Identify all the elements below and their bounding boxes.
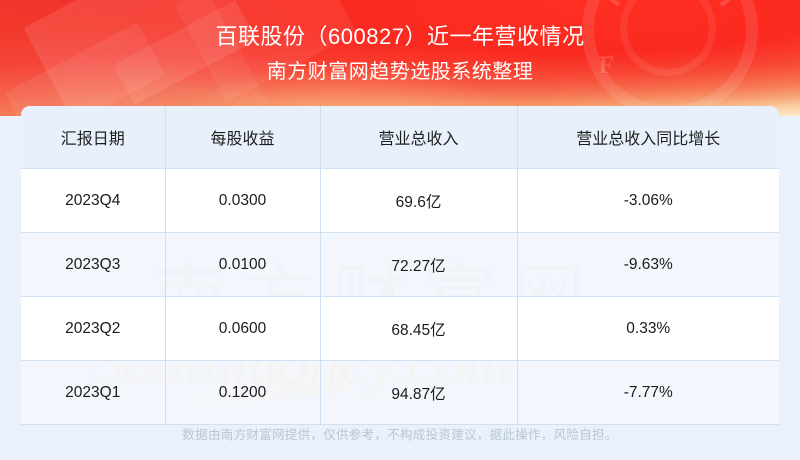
cell-growth: -9.63% xyxy=(517,232,779,297)
cell-growth: -7.77% xyxy=(517,360,779,425)
table-body: 2023Q4 0.0300 69.6亿 -3.06% 2023Q3 0.0100… xyxy=(21,168,779,425)
cell-revenue: 69.6亿 xyxy=(320,168,518,233)
cell-revenue: 94.87亿 xyxy=(320,360,518,425)
table-header-row: 汇报日期 每股收益 营业总收入 营业总收入同比增长 xyxy=(21,106,779,169)
column-header-date: 汇报日期 xyxy=(21,106,166,169)
table-header: 汇报日期 每股收益 营业总收入 营业总收入同比增长 xyxy=(21,106,779,169)
data-table-card: 汇报日期 每股收益 营业总收入 营业总收入同比增长 2023Q4 0.0300 … xyxy=(21,106,779,425)
cell-growth: -3.06% xyxy=(517,168,779,233)
table-row: 2023Q3 0.0100 72.27亿 -9.63% xyxy=(21,232,779,297)
cell-date: 2023Q3 xyxy=(21,232,166,297)
table-row: 2023Q1 0.1200 94.87亿 -7.77% xyxy=(21,360,779,425)
financial-data-table: 汇报日期 每股收益 营业总收入 营业总收入同比增长 2023Q4 0.0300 … xyxy=(21,106,779,425)
cell-eps: 0.0300 xyxy=(165,168,321,233)
cell-eps: 0.0100 xyxy=(165,232,321,297)
cell-date: 2023Q4 xyxy=(21,168,166,233)
disclaimer-text: 数据由南方财富网提供，仅供参考，不构成投资建议，据此操作，风险自担。 xyxy=(182,428,618,442)
cell-growth: 0.33% xyxy=(517,296,779,361)
column-header-revenue: 营业总收入 xyxy=(320,106,518,169)
table-row: 2023Q4 0.0300 69.6亿 -3.06% xyxy=(21,168,779,233)
title-block: 百联股份（600827）近一年营收情况 南方财富网趋势选股系统整理 xyxy=(0,0,800,86)
cell-date: 2023Q1 xyxy=(21,360,166,425)
cell-revenue: 72.27亿 xyxy=(320,232,518,297)
page-subtitle: 南方财富网趋势选股系统整理 xyxy=(266,61,534,83)
cell-date: 2023Q2 xyxy=(21,296,166,361)
column-header-growth: 营业总收入同比增长 xyxy=(517,106,779,169)
table-row: 2023Q2 0.0600 68.45亿 0.33% xyxy=(21,296,779,361)
cell-eps: 0.0600 xyxy=(165,296,321,361)
page-title: 百联股份（600827）近一年营收情况 xyxy=(215,24,585,49)
column-header-eps: 每股收益 xyxy=(165,106,321,169)
cell-eps: 0.1200 xyxy=(165,360,321,425)
cell-revenue: 68.45亿 xyxy=(320,296,518,361)
gauge-letter: F xyxy=(598,52,614,79)
